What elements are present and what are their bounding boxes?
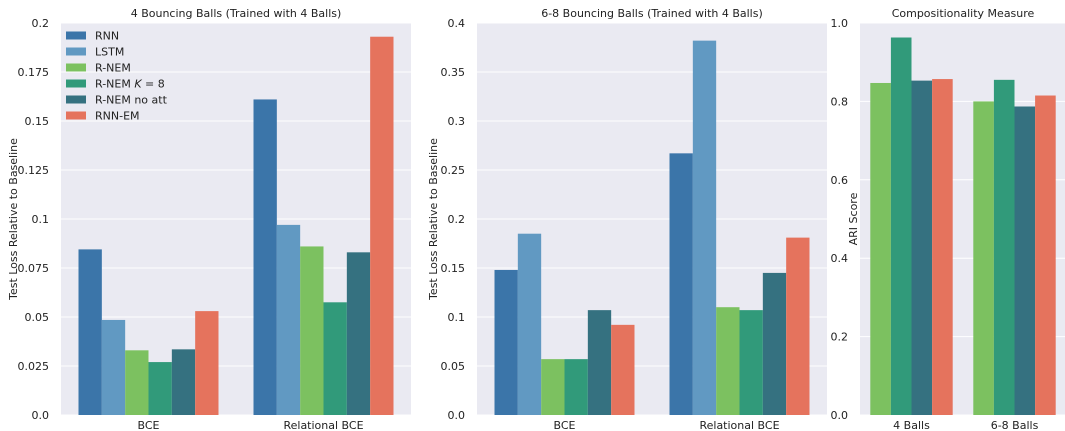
legend-label: R-NEM no att xyxy=(95,94,168,107)
bar-r-nem-bce xyxy=(125,350,149,415)
y-tick-label: 0.2 xyxy=(32,17,50,30)
bar-r-nem-k-8-4-balls xyxy=(890,37,912,416)
y-tick-label: 1.0 xyxy=(831,17,849,30)
bar-rnn-em-bce xyxy=(611,324,635,415)
bar-rnn-em-relational-bce xyxy=(370,36,394,415)
y-tick-label: 0.125 xyxy=(18,164,50,177)
bar-r-nem-no-att-bce xyxy=(171,349,196,415)
bar-r-nem-no-att-4-balls xyxy=(911,80,933,416)
y-tick-label: 0.1 xyxy=(32,213,50,226)
y-tick-label: 0.05 xyxy=(441,360,466,373)
bar-r-nem-no-att-bce xyxy=(587,310,612,415)
y-tick-label: 0.25 xyxy=(441,164,466,177)
bar-lstm-bce xyxy=(517,233,542,415)
legend-label: RNN-EM xyxy=(95,110,140,123)
bar-lstm-relational-bce xyxy=(276,224,301,415)
bar-rnn-em-4-balls xyxy=(932,79,953,415)
bar-rnn-bce xyxy=(78,249,102,415)
bar-r-nem-k-8-relational-bce xyxy=(739,310,763,415)
chart-panel-3: 0.0 0.2 0.4 0.6 0.8 1.0 4 Balls 6-8 Balls Compos… xyxy=(831,7,1065,431)
bar-r-nem-no-att-6-8-balls xyxy=(1014,106,1036,415)
x-tick-label: BCE xyxy=(554,419,576,431)
bar-r-nem-4-balls xyxy=(870,82,891,415)
chart-title: 4 Bouncing Balls (Trained with 4 Balls) xyxy=(131,7,342,20)
bar-rnn-em-6-8-balls xyxy=(1035,95,1056,416)
legend-label: R-NEM xyxy=(95,62,131,75)
bar-r-nem-bce xyxy=(541,359,565,415)
legend-swatch xyxy=(66,63,86,72)
bar-r-nem-k-8-bce xyxy=(148,362,172,415)
bar-r-nem-no-att-relational-bce xyxy=(762,272,787,415)
bar-r-nem-relational-bce xyxy=(300,246,324,415)
legend-swatch xyxy=(66,111,86,120)
bar-r-nem-6-8-balls xyxy=(973,101,994,416)
bar-r-nem-k-8-relational-bce xyxy=(323,302,347,415)
y-axis-label: Test Loss Relative to Baseline xyxy=(7,138,20,301)
x-tick-label: BCE xyxy=(138,419,160,431)
bar-r-nem-k-8-bce xyxy=(564,359,588,415)
y-tick-label: 0.025 xyxy=(18,360,50,373)
y-tick-label: 0.05 xyxy=(25,311,50,324)
x-tick-label: Relational BCE xyxy=(699,419,779,431)
y-tick-label: 0.3 xyxy=(448,115,466,128)
chart-title: 6-8 Bouncing Balls (Trained with 4 Balls… xyxy=(541,7,763,20)
legend-swatch xyxy=(66,47,86,56)
y-tick-label: 0.35 xyxy=(441,66,466,79)
bar-r-nem-no-att-relational-bce xyxy=(346,252,371,415)
y-tick-label: 0.0 xyxy=(831,409,849,422)
legend-swatch xyxy=(66,31,86,40)
legend-label: RNN xyxy=(95,30,119,43)
bar-r-nem-k-8-6-8-balls xyxy=(993,79,1015,415)
y-tick-label: 0.15 xyxy=(25,115,50,128)
y-tick-label: 0.2 xyxy=(448,213,466,226)
x-tick-label: Relational BCE xyxy=(283,419,363,431)
bar-rnn-bce xyxy=(494,269,518,415)
legend: RNN LSTM R-NEM R-NEM K = 8 R-NEM no att RNN-E… xyxy=(66,30,168,123)
chart-panel-2: 0.0 0.05 0.1 0.15 0.2 0.25 0.3 0.35 0.4 BCE Relati… xyxy=(427,7,827,431)
y-axis-label: ARI Score xyxy=(847,192,860,245)
y-tick-label: 0.4 xyxy=(448,17,466,30)
y-tick-label: 0.1 xyxy=(448,311,466,324)
y-tick-label: 0.175 xyxy=(18,66,50,79)
bar-r-nem-relational-bce xyxy=(716,307,740,415)
legend-swatch xyxy=(66,79,86,88)
bar-rnn-em-bce xyxy=(195,311,219,415)
y-tick-label: 0.0 xyxy=(448,409,466,422)
bar-rnn-relational-bce xyxy=(669,153,693,415)
bar-rnn-em-relational-bce xyxy=(786,237,810,415)
y-tick-label: 0.2 xyxy=(831,331,849,344)
y-axis-label: Test Loss Relative to Baseline xyxy=(427,138,440,301)
y-tick-label: 0.075 xyxy=(18,262,50,275)
x-tick-label: 4 Balls xyxy=(893,419,930,431)
bar-rnn-relational-bce xyxy=(253,99,277,415)
legend-label: R-NEM K = 8 xyxy=(95,78,165,91)
y-tick-label: 0.15 xyxy=(441,262,466,275)
y-tick-label: 0.0 xyxy=(32,409,50,422)
bar-lstm-relational-bce xyxy=(692,40,717,415)
chart-title: Compositionality Measure xyxy=(892,7,1035,20)
bar-lstm-bce xyxy=(101,319,126,415)
legend-label: LSTM xyxy=(95,46,124,59)
x-tick-label: 6-8 Balls xyxy=(991,419,1039,431)
legend-swatch xyxy=(66,95,86,104)
y-tick-label: 0.6 xyxy=(831,174,849,187)
y-tick-label: 0.8 xyxy=(831,95,849,108)
chart-panel-1: 0.0 0.025 0.05 0.075 0.1 0.125 0.15 0.175 0.2 BCE… xyxy=(7,7,411,431)
y-tick-label: 0.4 xyxy=(831,252,849,265)
